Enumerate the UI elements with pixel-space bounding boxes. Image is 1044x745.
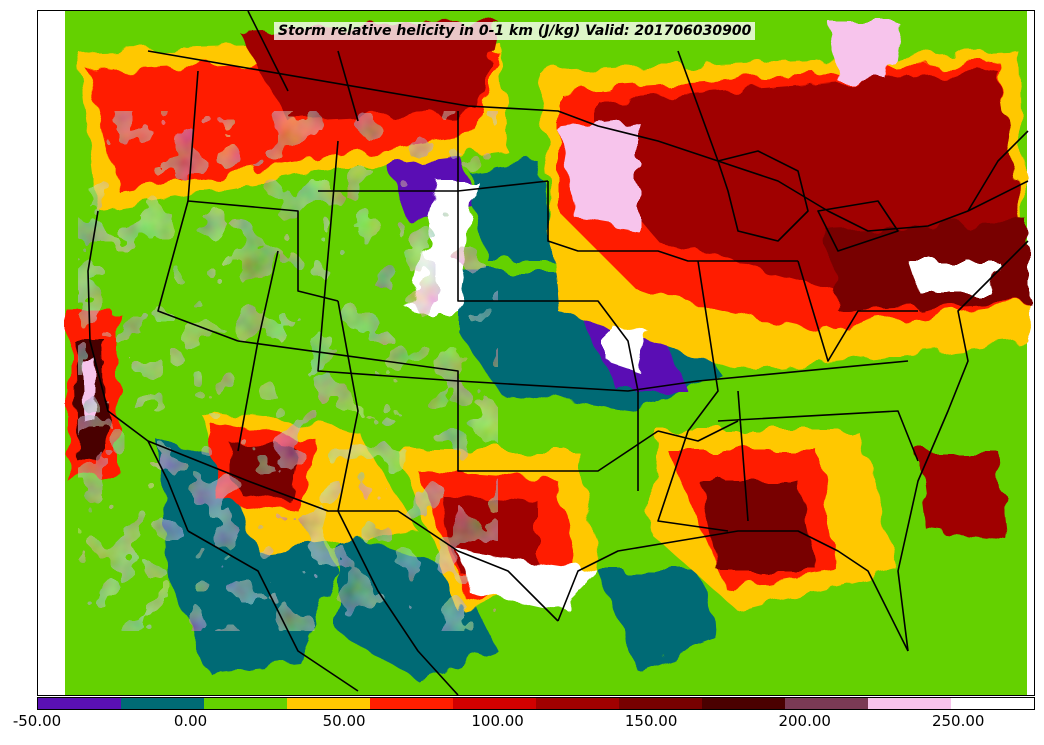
blob-darkred-southeast xyxy=(698,481,818,571)
gulf-coast xyxy=(557,530,909,652)
colorbar-tick-label: 250.00 xyxy=(931,712,985,730)
state-line-5 xyxy=(237,340,659,472)
colorbar-segment xyxy=(370,698,453,709)
canada-interior-2 xyxy=(247,11,289,92)
colorbar-tick-label: 150.00 xyxy=(624,712,678,730)
state-line-7 xyxy=(547,181,798,262)
map-panel xyxy=(37,10,1035,696)
blob-white-ne xyxy=(908,261,998,291)
state-line-3 xyxy=(457,111,639,491)
blob-darkred-se-coast xyxy=(918,451,1008,541)
coast-northeast xyxy=(967,130,1029,212)
blob-white-iowa xyxy=(608,321,648,371)
helicity-blobs xyxy=(68,21,1028,681)
mexico-interior-1 xyxy=(187,530,359,692)
state-line-13 xyxy=(337,300,359,512)
state-line-4 xyxy=(318,180,549,192)
great-lakes xyxy=(717,150,809,242)
blob-teal-gulf xyxy=(598,571,718,671)
helicity-map xyxy=(38,11,1029,695)
colorbar-segment xyxy=(38,698,121,709)
state-line-6 xyxy=(237,250,279,452)
blob-white-north xyxy=(828,21,898,81)
colorbar-segment xyxy=(287,698,370,709)
east-coast xyxy=(897,240,1029,652)
great-lake-east xyxy=(817,200,899,252)
colorbar-segment xyxy=(619,698,702,709)
state-line-14 xyxy=(157,200,239,342)
map-boundaries xyxy=(87,11,1029,695)
colorbar-segment xyxy=(204,698,287,709)
colorbar-segment xyxy=(453,698,536,709)
state-line-1 xyxy=(187,70,339,302)
colorbar-tick-label: 200.00 xyxy=(778,712,831,730)
colorbar-tick-label: 50.00 xyxy=(322,712,366,730)
colorbar-ticks: -50.00 0.00 50.00 100.00 150.00 200.00 250.00 xyxy=(13,712,1035,736)
colorbar-segment xyxy=(121,698,204,709)
west-coast xyxy=(87,210,189,532)
state-line-2 xyxy=(317,140,909,392)
border-us-canada xyxy=(147,50,1029,232)
canada-interior-1 xyxy=(337,50,359,122)
colorbar-tick-label: -50.00 xyxy=(12,712,62,730)
colorbar-segment xyxy=(951,698,1034,709)
colorbar-segment xyxy=(785,698,868,709)
field-edge-west xyxy=(38,11,65,695)
blob-white-mn xyxy=(558,121,638,231)
blob-darkred-northwest xyxy=(238,21,498,121)
state-line-9 xyxy=(737,390,749,522)
canada-interior-3 xyxy=(677,50,719,162)
map-title: Storm relative helicity in 0-1 km (J/kg)… xyxy=(274,22,756,40)
state-line-8 xyxy=(657,260,729,532)
colorbar-tick-label: 0.00 xyxy=(173,712,208,730)
colorbar-tick-label: 100.00 xyxy=(471,712,524,730)
state-line-10 xyxy=(717,410,919,462)
speckle-overlay xyxy=(78,111,498,631)
state-line-11 xyxy=(797,260,918,362)
border-us-mexico xyxy=(147,440,559,622)
state-line-12 xyxy=(657,420,739,442)
mexico-interior-2 xyxy=(337,510,459,695)
colorbar-segment xyxy=(702,698,785,709)
colorbar xyxy=(37,697,1035,710)
colorbar-segment xyxy=(536,698,619,709)
colorbar-segment xyxy=(868,698,951,709)
